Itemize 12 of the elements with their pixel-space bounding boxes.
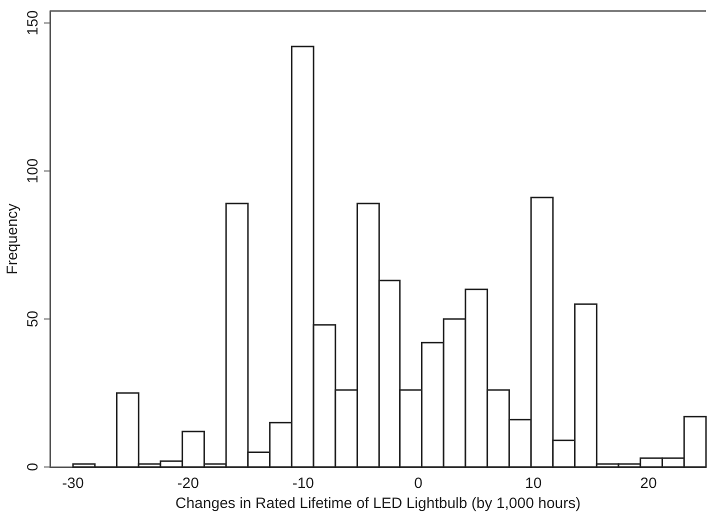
y-tick-label: 50 <box>24 310 42 328</box>
x-tick-label: -10 <box>292 475 314 492</box>
x-axis-title: Changes in Rated Lifetime of LED Lightbulb (by 1,000 hours) <box>175 495 581 512</box>
y-tick-label: 0 <box>24 462 42 472</box>
x-tick-label: -20 <box>177 475 199 492</box>
y-tick-label: 150 <box>24 10 42 36</box>
x-tick-label: -30 <box>62 475 84 492</box>
y-tick-label: 100 <box>24 158 42 184</box>
y-axis-title: Frequency <box>4 203 22 274</box>
x-tick-label: 10 <box>525 475 542 492</box>
x-tick-label: 0 <box>414 475 422 492</box>
x-tick-label: 20 <box>640 475 657 492</box>
